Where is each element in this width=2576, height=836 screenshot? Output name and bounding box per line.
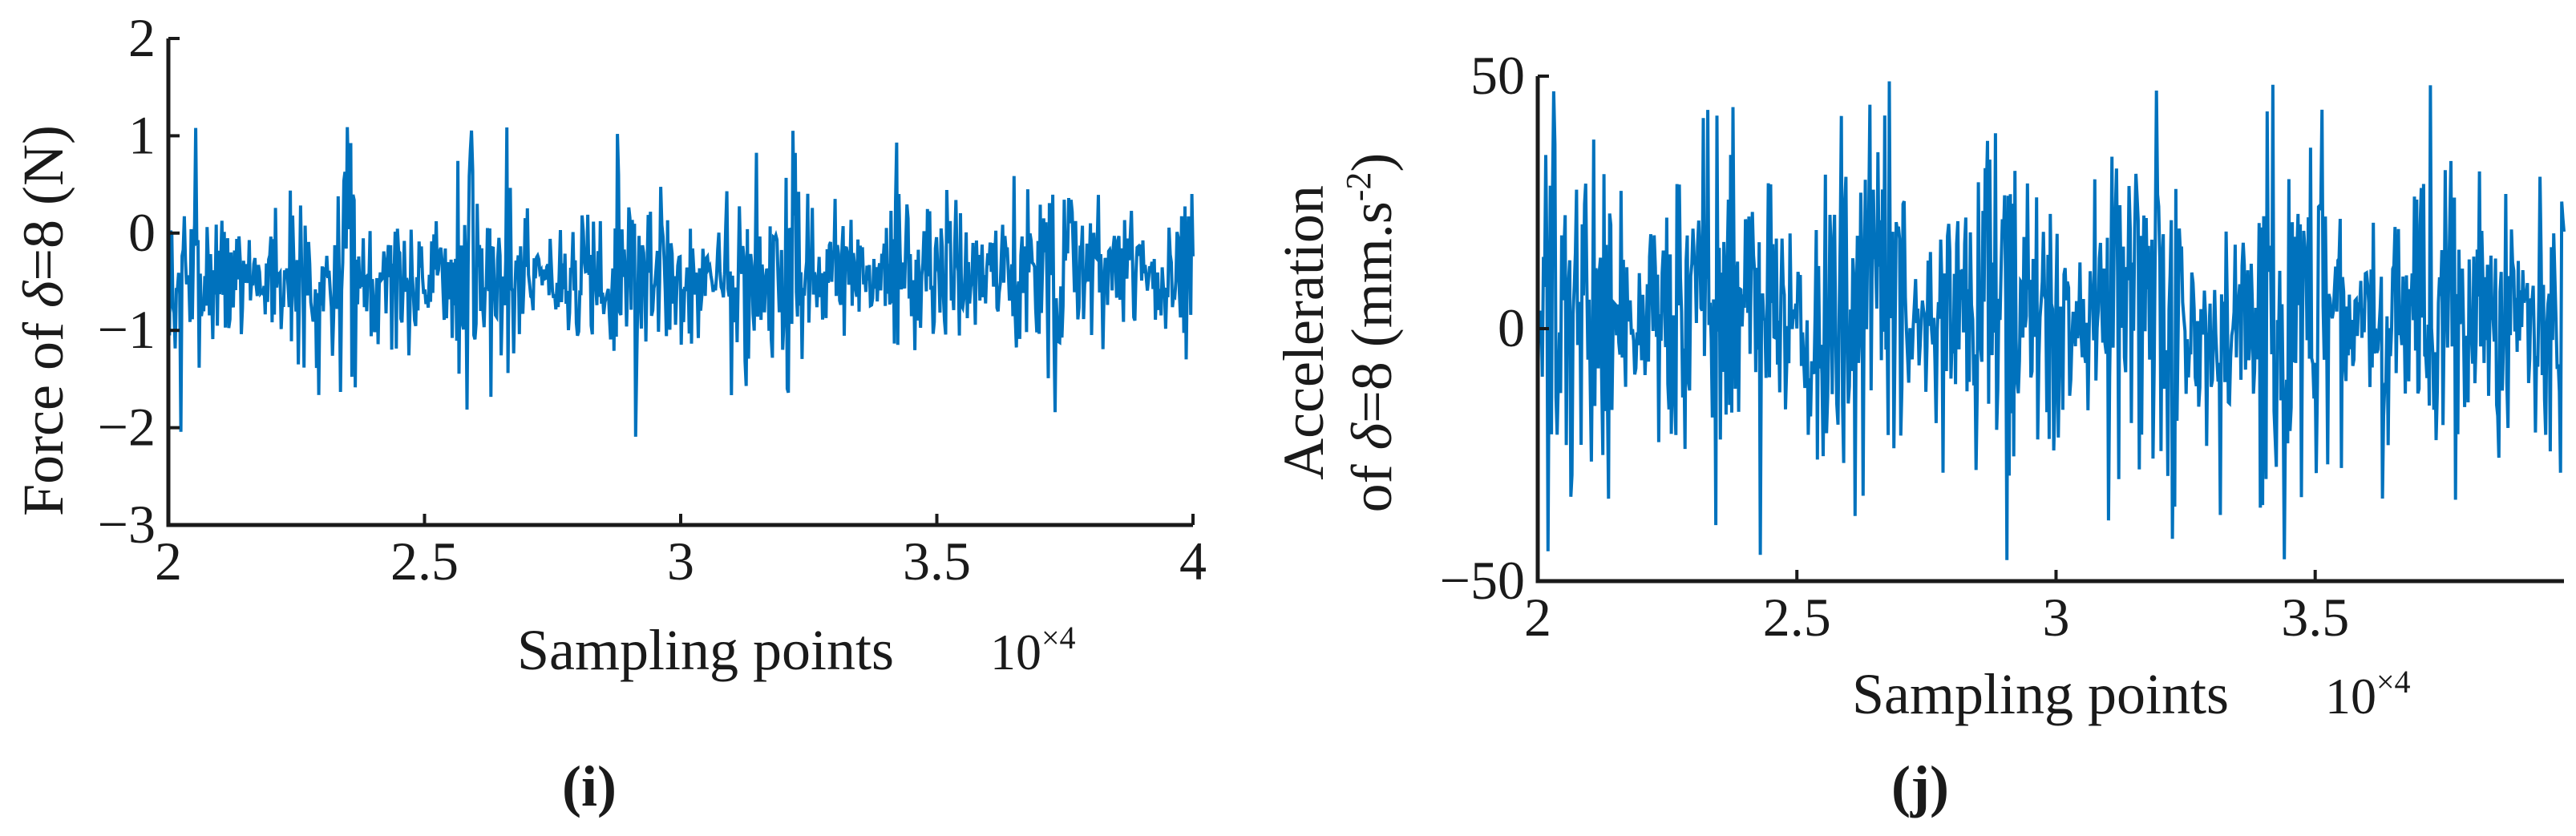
x-axis-ticks-i: 2 2.5 3 3.5 4	[155, 514, 1207, 592]
y-tick-label: 1	[128, 104, 156, 165]
panel-tag-i: (i)	[562, 754, 617, 818]
x-tick-label: 4	[1179, 531, 1207, 592]
chart-panel-j: 2 2.5 3 3.5 −50 0 50 Sampling points 10×4 Acc…	[1272, 45, 2566, 818]
y-tick-label: −1	[98, 299, 156, 360]
x-tick-label: 2.5	[390, 531, 459, 592]
x-tick-label: 3	[667, 531, 694, 592]
y-axis-label-j-symbol: δ	[1340, 422, 1404, 450]
y-tick-label: 50	[1470, 45, 1525, 106]
series-acceleration	[1536, 81, 2566, 560]
x-axis-ticks-j: 2 2.5 3 3.5	[1524, 570, 2349, 648]
x-axis-label-i: Sampling points	[517, 618, 894, 682]
series-force	[167, 127, 1195, 437]
x-tick-label: 3	[2042, 587, 2069, 648]
y-axis-label-j-line2: of δ=8 (mm.s-2)	[1339, 153, 1404, 513]
x-tick-label: 2	[1524, 587, 1551, 648]
y-axis-label-j-unit: =8 (mm.s	[1340, 201, 1404, 423]
panel-tag-j: (j)	[1891, 754, 1949, 818]
y-tick-label: 0	[128, 202, 156, 263]
y-axis-label-i-suffix: =8 (N)	[11, 125, 75, 281]
y-tick-label: 2	[128, 7, 156, 68]
x-tick-label: 2	[155, 531, 182, 592]
x-multiplier-j: 10×4	[2325, 664, 2411, 725]
y-tick-label: −3	[98, 494, 156, 555]
y-tick-label: −50	[1440, 550, 1525, 611]
y-axis-ticks-i: −3 −2 −1 0 1 2	[98, 7, 180, 555]
x-tick-label: 3.5	[2281, 587, 2349, 648]
y-axis-ticks-j: −50 0 50	[1440, 45, 1549, 611]
signal-line	[1536, 81, 2566, 560]
y-axis-label-j-line1: Acceleration	[1272, 185, 1336, 480]
y-tick-label: −2	[98, 397, 156, 458]
y-axis-label-i-prefix: Force of	[11, 308, 75, 516]
x-multiplier-exp-j: ×4	[2376, 664, 2411, 700]
x-multiplier-i: 10×4	[990, 620, 1076, 681]
x-multiplier-exp-i: ×4	[1041, 620, 1076, 656]
x-tick-label: 2.5	[1763, 587, 1831, 648]
y-axis-label-j-exponent: -2	[1339, 172, 1378, 202]
y-tick-label: 0	[1498, 297, 1525, 358]
y-axis-label-j-close: )	[1340, 153, 1404, 172]
x-multiplier-base-j: 10	[2325, 668, 2376, 725]
chart-panel-i: 2 2.5 3 3.5 4 −3 −2 −1 0 1 2 Sampling points 10×4…	[11, 7, 1207, 818]
y-axis-label-j-prefix: of	[1340, 450, 1404, 512]
y-axis-label-i-symbol: δ	[11, 280, 75, 308]
x-multiplier-base-i: 10	[990, 624, 1041, 681]
x-axis-label-j: Sampling points	[1852, 662, 2229, 726]
y-axis-label-i: Force of δ=8 (N)	[11, 125, 75, 516]
signal-line	[167, 127, 1195, 437]
x-tick-label: 3.5	[903, 531, 971, 592]
